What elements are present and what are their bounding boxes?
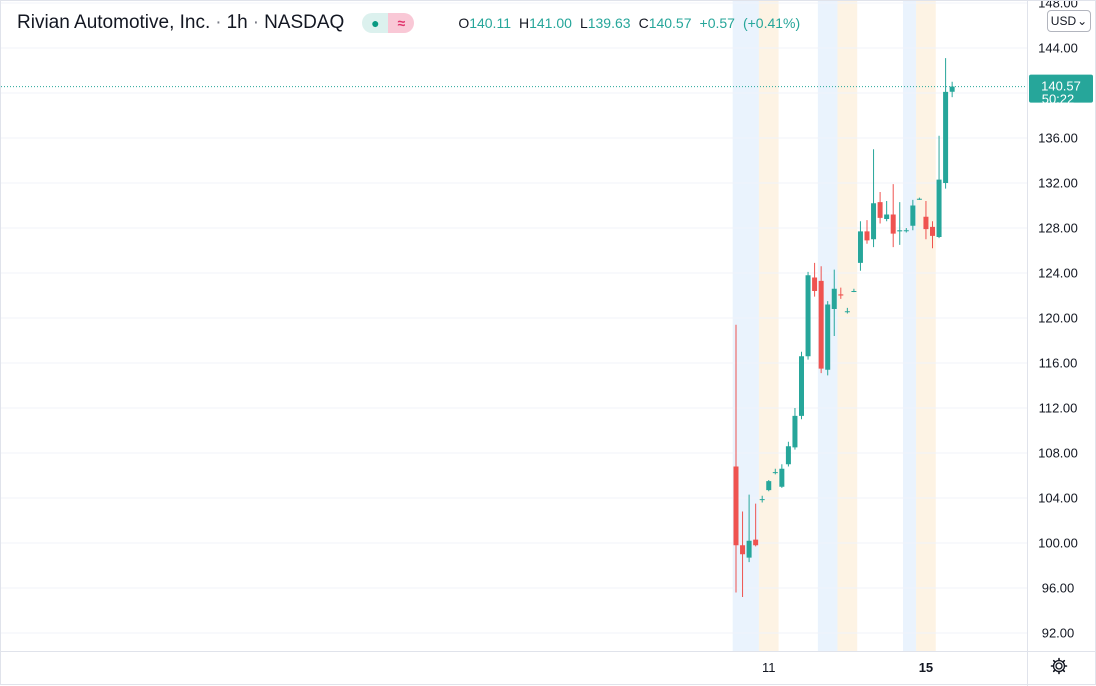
candle-body xyxy=(792,415,798,448)
candle-body xyxy=(916,198,922,200)
candle-body xyxy=(818,280,824,369)
candle-body xyxy=(871,203,877,240)
price-tick-label: 128.00 xyxy=(1038,221,1078,236)
postmarket-session-band xyxy=(837,1,858,651)
candle-body xyxy=(930,226,935,236)
price-tick-label: 108.00 xyxy=(1038,446,1078,461)
premarket-session-band xyxy=(732,1,759,651)
exchange-label: NASDAQ xyxy=(264,12,345,33)
candle-body xyxy=(943,91,949,183)
price-tick-label: 144.00 xyxy=(1038,41,1078,56)
title-separator: · xyxy=(215,12,222,33)
time-tick-label: 15 xyxy=(919,660,933,675)
candle-body xyxy=(759,499,765,501)
candle-body xyxy=(851,291,857,292)
low-value: L139.63 xyxy=(579,15,631,31)
change-value: +0.57 xyxy=(699,15,735,31)
price-tick-label: 148.00 xyxy=(1038,1,1078,11)
price-tick-label: 100.00 xyxy=(1038,536,1078,551)
candle-body xyxy=(785,446,791,465)
candle-body xyxy=(733,466,739,546)
candle-body xyxy=(897,230,903,232)
premarket-session-band xyxy=(903,1,917,651)
candle-body xyxy=(831,288,837,309)
symbol-title[interactable]: Rivian Automotive, Inc. · 1h · NASDAQ xyxy=(17,12,344,34)
price-tick-label: 136.00 xyxy=(1038,131,1078,146)
postmarket-session-band xyxy=(758,1,779,651)
candle-body xyxy=(838,294,844,296)
close-value: C140.57 xyxy=(638,15,692,31)
candle-body xyxy=(805,275,811,357)
symbol-name: Rivian Automotive, Inc. xyxy=(17,12,211,33)
change-percent-value: (+0.41%) xyxy=(742,15,801,31)
price-tick-label: 104.00 xyxy=(1038,491,1078,506)
time-tick-label: 11 xyxy=(762,660,776,675)
high-value: H141.00 xyxy=(518,15,572,31)
candle-body xyxy=(799,356,804,416)
candle-body xyxy=(923,216,929,230)
open-value: O140.11 xyxy=(458,15,511,31)
gear-icon[interactable] xyxy=(1049,656,1069,676)
price-tick-label: 124.00 xyxy=(1038,266,1078,281)
ohlc-values: O140.11 H141.00 L139.63 C140.57 +0.57 (+… xyxy=(458,15,800,31)
current-price-tag xyxy=(1029,74,1093,103)
candle-body xyxy=(864,231,870,241)
candle-body xyxy=(766,481,772,491)
price-tick-label: 116.00 xyxy=(1039,356,1078,371)
candle-body xyxy=(825,304,831,370)
current-price-label: 140.57 xyxy=(1041,79,1081,94)
candle-body xyxy=(779,468,785,487)
candle-body xyxy=(753,539,759,546)
candle-body xyxy=(844,311,850,313)
candle-body xyxy=(746,540,752,558)
candle-body xyxy=(903,230,909,232)
candle-body xyxy=(949,86,955,92)
candle-body xyxy=(910,205,916,226)
price-tick-label: 120.00 xyxy=(1038,311,1078,326)
bar-countdown-label: 50:22 xyxy=(1042,92,1075,107)
currency-selector[interactable]: USD ⌄ xyxy=(1047,10,1091,32)
chevron-down-icon: ⌄ xyxy=(1077,14,1088,28)
price-tick-label: 132.00 xyxy=(1038,176,1078,191)
candle-body xyxy=(936,179,942,237)
approx-wave-icon[interactable]: ≈ xyxy=(388,13,415,33)
candle-body xyxy=(877,202,883,218)
market-open-dot-icon[interactable]: ● xyxy=(362,13,389,33)
candle-body xyxy=(884,214,890,219)
candle-body xyxy=(857,231,863,263)
price-tick-label: 92.00 xyxy=(1042,626,1075,641)
currency-label: USD xyxy=(1050,14,1077,28)
candle-body xyxy=(740,545,746,555)
candle-body xyxy=(890,214,896,234)
postmarket-session-band xyxy=(916,1,936,651)
status-pill-group[interactable]: ● ≈ xyxy=(362,13,415,33)
price-tick-label: 112.00 xyxy=(1039,401,1078,416)
candle-body xyxy=(772,472,778,474)
interval-label: 1h xyxy=(226,12,248,33)
title-separator: · xyxy=(252,12,260,33)
candle-body xyxy=(812,277,818,291)
price-tick-label: 96.00 xyxy=(1042,581,1075,596)
chart-legend-header: Rivian Automotive, Inc. · 1h · NASDAQ ● ≈ O1… xyxy=(1,1,1025,45)
